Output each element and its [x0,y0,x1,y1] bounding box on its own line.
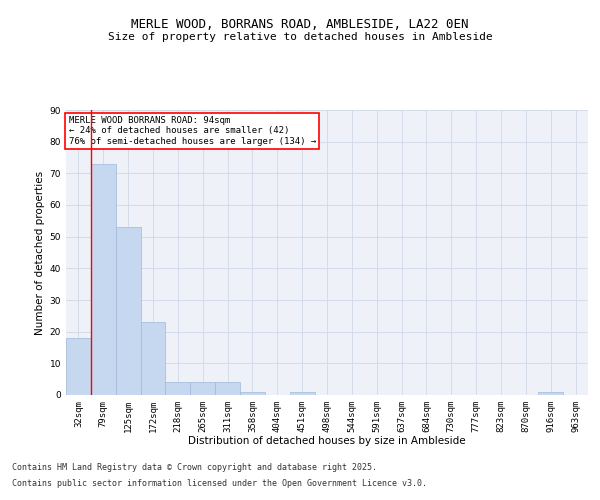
Bar [140,322,166,395]
Bar [538,392,563,395]
Text: MERLE WOOD BORRANS ROAD: 94sqm
← 24% of detached houses are smaller (42)
76% of : MERLE WOOD BORRANS ROAD: 94sqm ← 24% of … [68,116,316,146]
Bar [215,382,240,395]
Text: MERLE WOOD, BORRANS ROAD, AMBLESIDE, LA22 0EN: MERLE WOOD, BORRANS ROAD, AMBLESIDE, LA2… [131,18,469,30]
Bar [290,392,314,395]
Text: Contains HM Land Registry data © Crown copyright and database right 2025.: Contains HM Land Registry data © Crown c… [12,464,377,472]
Bar [240,392,265,395]
Bar [190,382,215,395]
Bar [91,164,116,395]
X-axis label: Distribution of detached houses by size in Ambleside: Distribution of detached houses by size … [188,436,466,446]
Bar [166,382,190,395]
Y-axis label: Number of detached properties: Number of detached properties [35,170,46,334]
Bar [116,227,140,395]
Text: Contains public sector information licensed under the Open Government Licence v3: Contains public sector information licen… [12,478,427,488]
Bar [66,338,91,395]
Text: Size of property relative to detached houses in Ambleside: Size of property relative to detached ho… [107,32,493,42]
